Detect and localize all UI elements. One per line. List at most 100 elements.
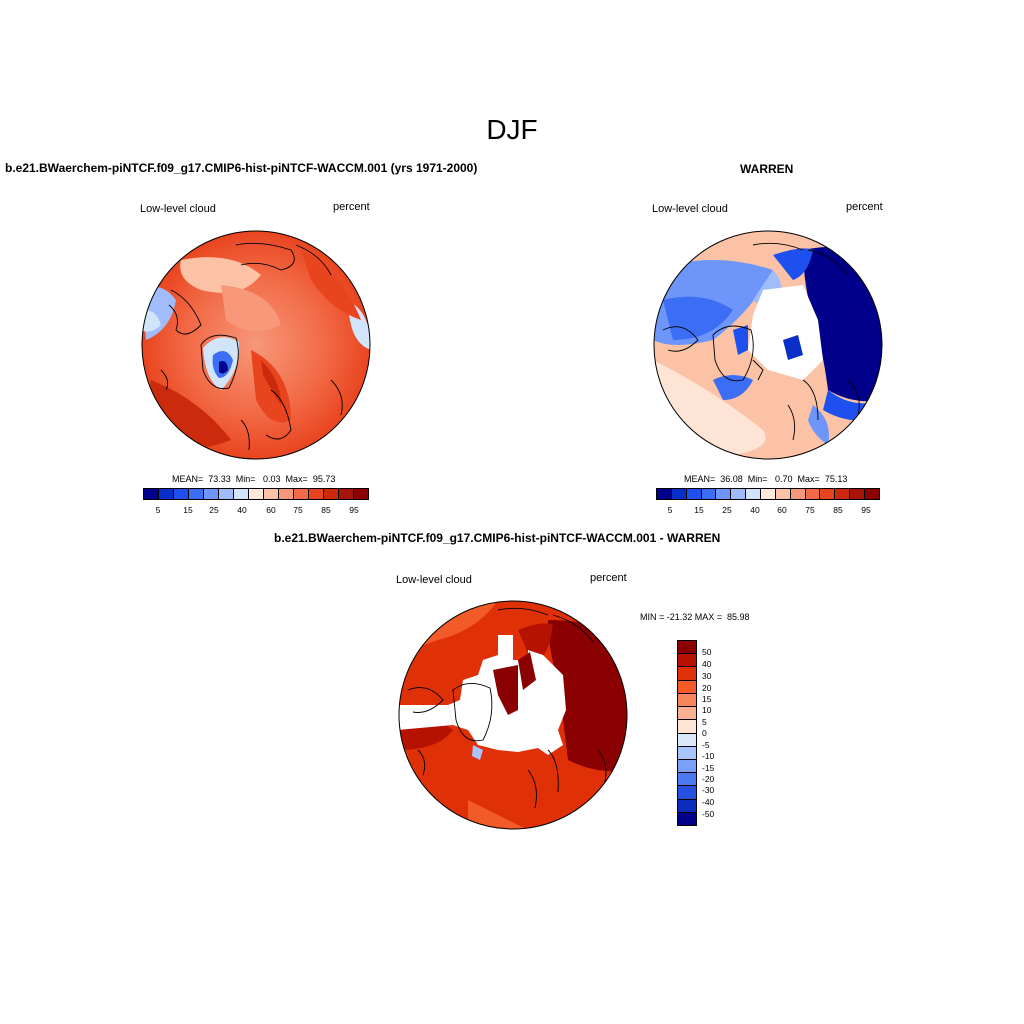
colorbar-swatch <box>324 489 339 499</box>
colorbar-swatch <box>716 489 732 499</box>
panel2-units-label: percent <box>846 201 883 213</box>
colorbar-swatch <box>865 489 879 499</box>
panel1-tick: 40 <box>237 505 247 515</box>
colorbar-swatch <box>309 489 324 499</box>
panel2-title: WARREN <box>740 162 794 176</box>
panel3-tick: -30 <box>702 785 715 795</box>
colorbar-swatch <box>850 489 866 499</box>
panel1-tick: 5 <box>155 505 161 515</box>
colorbar-swatch <box>746 489 762 499</box>
panel1-tick: 85 <box>321 505 331 515</box>
panel1-tick: 75 <box>293 505 303 515</box>
panel3-tick: -5 <box>702 740 710 750</box>
panel2-colorbar-ticks: 5 15 25 40 60 75 85 95 <box>656 505 880 517</box>
panel3-colorbar <box>677 640 697 826</box>
panel3-tick: -40 <box>702 797 715 807</box>
colorbar-swatch <box>678 812 696 826</box>
panel1-colorbar-ticks: 5 15 25 40 60 75 85 95 <box>143 505 369 517</box>
colorbar-swatch <box>657 489 672 499</box>
panel2-tick: 95 <box>861 505 871 515</box>
panel3-min-region <box>472 745 483 760</box>
colorbar-swatch <box>189 489 204 499</box>
panel2-colorbar <box>656 488 880 500</box>
colorbar-swatch <box>204 489 219 499</box>
colorbar-swatch <box>805 489 821 499</box>
panel2-tick: 60 <box>777 505 787 515</box>
colorbar-swatch <box>144 489 159 499</box>
panel2-polar-map <box>653 230 883 460</box>
colorbar-swatch <box>264 489 279 499</box>
panel1-tick: 95 <box>349 505 359 515</box>
panel1-units-label: percent <box>333 201 370 213</box>
colorbar-swatch <box>731 489 747 499</box>
panel3-tick: 20 <box>702 683 712 693</box>
colorbar-swatch <box>678 680 696 694</box>
colorbar-swatch <box>678 720 696 734</box>
panel3-tick: 5 <box>702 717 707 727</box>
colorbar-swatch <box>671 489 687 499</box>
colorbar-swatch <box>678 707 696 721</box>
colorbar-swatch <box>678 641 696 655</box>
panel2-stats: MEAN= 36.08 Min= 0.70 Max= 75.13 <box>684 474 848 484</box>
panel1-polar-map <box>141 230 371 460</box>
colorbar-swatch <box>219 489 234 499</box>
colorbar-swatch <box>701 489 717 499</box>
panel1-title: b.e21.BWaerchem-piNTCF.f09_g17.CMIP6-his… <box>5 161 478 175</box>
panel3-max-region <box>548 620 627 772</box>
colorbar-swatch <box>279 489 294 499</box>
colorbar-swatch <box>159 489 174 499</box>
panel3-tick: 30 <box>702 671 712 681</box>
colorbar-swatch <box>678 799 696 813</box>
panel3-tick: 0 <box>702 728 707 738</box>
panel2-variable-label: Low-level cloud <box>652 203 728 215</box>
colorbar-swatch <box>790 489 806 499</box>
colorbar-swatch <box>678 786 696 800</box>
panel1-colorbar <box>143 488 369 500</box>
colorbar-swatch <box>678 746 696 760</box>
panel1-greenland-min <box>219 361 228 374</box>
main-title: DJF <box>486 114 538 145</box>
panel1-stats: MEAN= 73.33 Min= 0.03 Max= 95.73 <box>172 474 336 484</box>
panel2-tick: 5 <box>667 505 673 515</box>
panel3-units-label: percent <box>590 572 627 584</box>
panel3-tick: -20 <box>702 774 715 784</box>
panel3-tick: 10 <box>702 705 712 715</box>
panel1-tick: 25 <box>209 505 219 515</box>
panel2-tick: 85 <box>833 505 843 515</box>
colorbar-swatch <box>678 759 696 774</box>
panel2-tick: 25 <box>722 505 732 515</box>
colorbar-swatch <box>678 667 696 681</box>
colorbar-swatch <box>294 489 309 499</box>
colorbar-swatch <box>678 654 696 668</box>
panel3-title: b.e21.BWaerchem-piNTCF.f09_g17.CMIP6-his… <box>274 531 721 545</box>
colorbar-swatch <box>835 489 851 499</box>
colorbar-swatch <box>686 489 702 499</box>
panel1-variable-label: Low-level cloud <box>140 203 216 215</box>
panel1-tick: 15 <box>183 505 193 515</box>
colorbar-swatch <box>354 489 368 499</box>
panel3-stats: MIN = -21.32 MAX = 85.98 <box>640 612 750 622</box>
panel2-max-diff-region <box>803 246 882 402</box>
panel3-tick: -15 <box>702 763 715 773</box>
panel1-tick: 60 <box>266 505 276 515</box>
panel3-colorbar-ticks: 50 40 30 20 15 10 5 0 -5 -10 -15 -20 -30… <box>702 640 742 826</box>
panel3-tick: 50 <box>702 647 712 657</box>
colorbar-swatch <box>174 489 189 499</box>
colorbar-swatch <box>234 489 249 499</box>
panel3-tick: -10 <box>702 751 715 761</box>
colorbar-swatch <box>820 489 836 499</box>
panel3-tick: 15 <box>702 694 712 704</box>
colorbar-swatch <box>678 693 696 708</box>
colorbar-swatch <box>761 489 776 499</box>
panel3-tick: -50 <box>702 809 715 819</box>
panel3-variable-label: Low-level cloud <box>396 574 472 586</box>
colorbar-swatch <box>678 773 696 787</box>
colorbar-swatch <box>339 489 354 499</box>
panel2-tick: 15 <box>694 505 704 515</box>
panel2-tick: 75 <box>805 505 815 515</box>
colorbar-swatch <box>678 733 696 747</box>
colorbar-swatch <box>775 489 791 499</box>
panel2-tick: 40 <box>750 505 760 515</box>
panel3-polar-map <box>398 600 628 830</box>
colorbar-swatch <box>249 489 264 499</box>
